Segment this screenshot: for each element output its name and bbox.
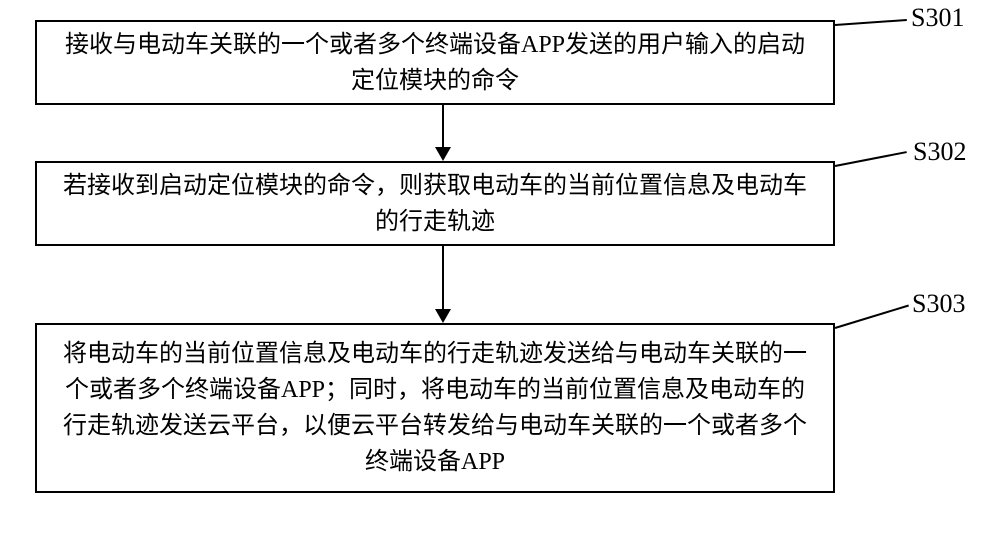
flowchart-diagram: 接收与电动车关联的一个或者多个终端设备APP发送的用户输入的启动定位模块的命令 … [20,15,980,525]
arrow-head-icon [435,147,451,161]
arrow-line [442,246,444,309]
label-connector-2 [835,151,907,167]
flowchart-step-2-text: 若接收到启动定位模块的命令，则获取电动车的当前位置信息及电动车的行走轨迹 [57,168,813,240]
arrow-line [442,105,444,147]
step-label-3: S303 [912,289,965,319]
label-connector-3 [835,305,909,329]
flowchart-step-3: 将电动车的当前位置信息及电动车的行走轨迹发送给与电动车关联的一个或者多个终端设备… [35,323,835,493]
flowchart-step-1: 接收与电动车关联的一个或者多个终端设备APP发送的用户输入的启动定位模块的命令 [35,20,835,105]
flowchart-step-1-text: 接收与电动车关联的一个或者多个终端设备APP发送的用户输入的启动定位模块的命令 [57,27,813,99]
label-connector-1 [835,19,907,26]
flowchart-arrow-1 [435,105,451,161]
step-label-2: S302 [913,137,966,167]
arrow-head-icon [435,309,451,323]
flowchart-arrow-2 [435,246,451,323]
step-label-1: S301 [911,3,964,33]
flowchart-step-3-text: 将电动车的当前位置信息及电动车的行走轨迹发送给与电动车关联的一个或者多个终端设备… [57,336,813,480]
flowchart-step-2: 若接收到启动定位模块的命令，则获取电动车的当前位置信息及电动车的行走轨迹 [35,161,835,246]
